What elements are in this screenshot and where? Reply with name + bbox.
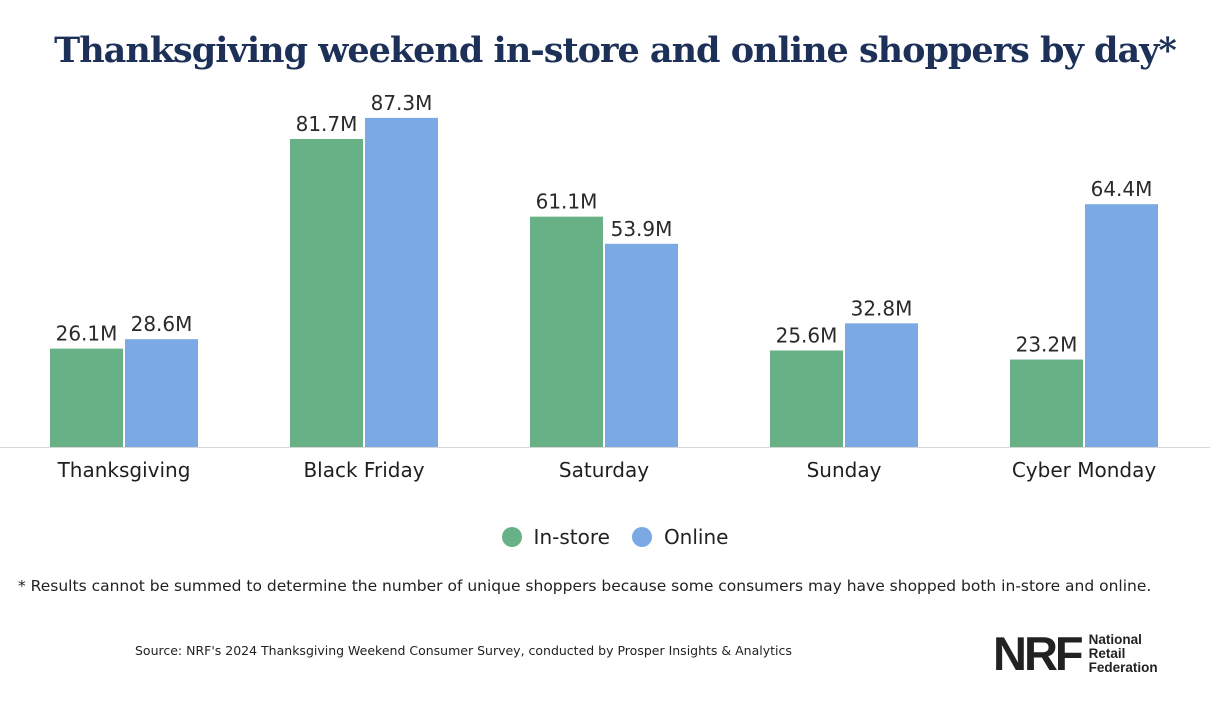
data-label-in-store: 25.6M	[776, 323, 838, 347]
data-label-online: 28.6M	[131, 312, 193, 336]
bar-online	[845, 323, 918, 447]
logo-mark: NRF	[993, 627, 1084, 680]
logo-text: National Retail Federation	[1088, 631, 1158, 675]
legend-label-in-store: In-store	[533, 525, 610, 549]
x-tick-label: Sunday	[807, 458, 882, 482]
legend-label-online: Online	[663, 525, 729, 549]
x-tick-label: Black Friday	[303, 458, 424, 482]
bar-in-store	[1010, 359, 1083, 447]
data-label-in-store: 26.1M	[56, 322, 118, 346]
legend-swatch-in-store	[501, 527, 522, 547]
bar-in-store	[770, 350, 843, 447]
logo-line: Federation	[1088, 659, 1158, 675]
bar-online	[125, 339, 198, 447]
bar-online	[365, 117, 438, 447]
bar-chart: 26.1M 28.6M Thanksgiving 81.7M 87.3M Black Fr…	[0, 91, 1210, 482]
legend-swatch-online	[631, 527, 652, 547]
data-label-online: 53.9M	[611, 217, 673, 241]
nrf-logo: NRF National Retail Federation	[993, 630, 1158, 677]
bar-online	[1085, 204, 1158, 447]
legend-item-online: Online	[631, 525, 729, 549]
bar-in-store	[290, 138, 363, 447]
logo-line: National	[1088, 631, 1142, 647]
data-label-in-store: 23.2M	[1016, 333, 1078, 357]
bar-in-store	[50, 348, 123, 447]
data-label-online: 64.4M	[1091, 177, 1153, 201]
footnote: * Results cannot be summed to determine …	[18, 577, 1152, 595]
data-label-online: 32.8M	[851, 296, 913, 320]
logo-line: Retail	[1088, 645, 1126, 661]
bar-in-store	[530, 216, 603, 447]
bar-online	[605, 243, 678, 447]
data-label-in-store: 81.7M	[296, 112, 358, 136]
chart-title: Thanksgiving weekend in-store and online…	[54, 30, 1177, 71]
x-tick-label: Thanksgiving	[57, 458, 191, 482]
x-tick-label: Saturday	[559, 458, 649, 482]
source-note: Source: NRF's 2024 Thanksgiving Weekend …	[135, 643, 792, 658]
data-label-in-store: 61.1M	[536, 190, 598, 214]
legend: In-store Online	[0, 525, 1230, 549]
x-tick-label: Cyber Monday	[1012, 458, 1157, 482]
data-label-online: 87.3M	[371, 91, 433, 115]
legend-item-in-store: In-store	[501, 525, 610, 549]
